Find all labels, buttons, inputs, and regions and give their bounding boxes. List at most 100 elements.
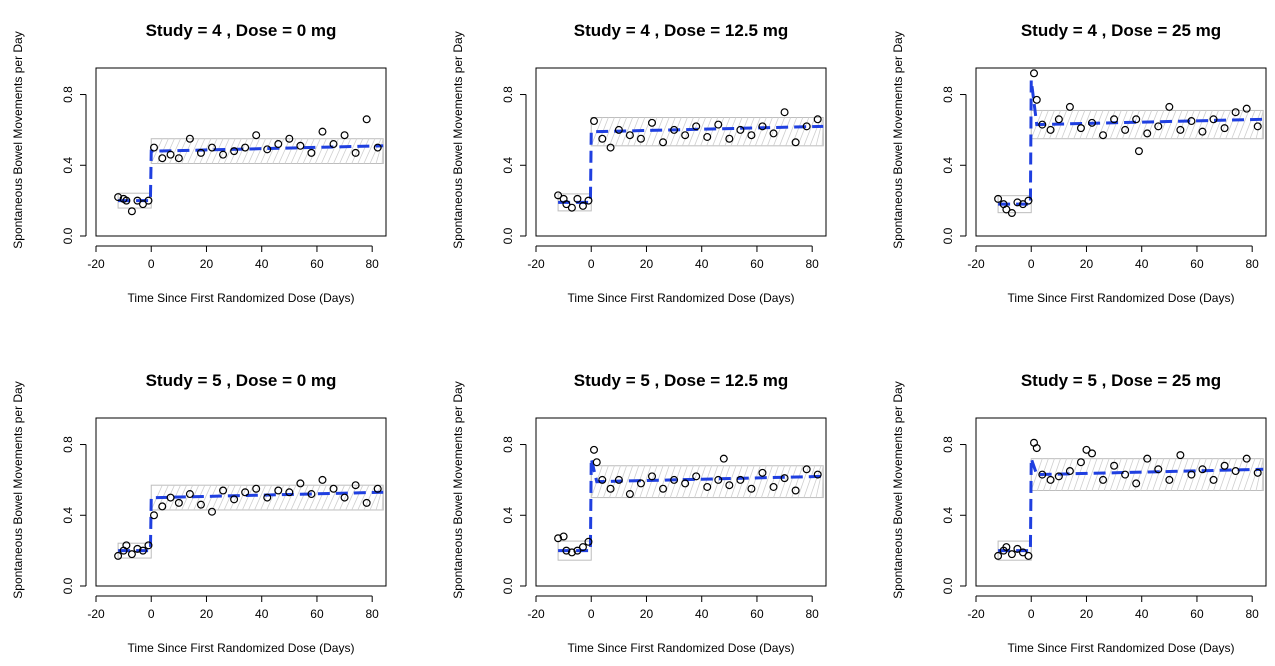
observed-point (166, 493, 175, 502)
y-tick-label: 0.4 (501, 507, 515, 524)
observed-point (1165, 475, 1174, 484)
band-hatch (284, 485, 297, 511)
band-hatch (314, 138, 327, 164)
x-tick-label: -20 (527, 607, 545, 621)
band-hatch (369, 138, 382, 164)
observed-point (606, 143, 615, 152)
observed-point (703, 482, 712, 491)
observed-point (1176, 125, 1185, 134)
observed-point (208, 143, 217, 152)
band-hatch (296, 485, 309, 511)
observed-point (285, 488, 294, 497)
band-hatch (1243, 110, 1256, 139)
model-mean-line (998, 80, 1264, 206)
observed-point (1154, 465, 1163, 474)
plot-box (975, 417, 1267, 587)
band-hatch (767, 117, 779, 146)
observed-point (174, 498, 183, 507)
band-hatch (760, 465, 773, 498)
band-hatch (242, 138, 254, 164)
band-hatch (760, 117, 773, 146)
observed-point (329, 140, 338, 149)
observed-point (584, 537, 593, 546)
band-hatch (1122, 458, 1134, 491)
band-hatch (381, 138, 384, 164)
band-hatch (815, 465, 824, 498)
observed-point (1007, 550, 1016, 559)
band-hatch (669, 465, 682, 498)
observed-point (1018, 548, 1027, 557)
band-hatch (1207, 458, 1219, 491)
model-mean-line (558, 458, 824, 553)
band-hatch (357, 138, 370, 164)
observed-point (1154, 122, 1163, 131)
band-hatch (767, 465, 779, 498)
observed-point (1013, 198, 1022, 207)
panel-title: Study = 5 , Dose = 25 mg (1021, 371, 1221, 390)
band-hatch (669, 117, 682, 146)
observed-point (122, 541, 131, 550)
band-hatch (797, 465, 810, 498)
y-axis-label: Spontaneous Bowel Movements per Day (891, 31, 905, 248)
band-hatch (272, 485, 285, 511)
y-axis-label: Spontaneous Bowel Movements per Day (891, 381, 905, 598)
observed-point (373, 143, 382, 152)
band-hatch (797, 117, 810, 146)
observed-point (647, 118, 656, 127)
plot-box (95, 67, 387, 237)
band-hatch (785, 465, 798, 498)
band-hatch (223, 138, 236, 164)
x-tick-label: 0 (1028, 607, 1035, 621)
band-hatch (1140, 110, 1153, 139)
y-tick-label: 0.0 (941, 227, 955, 244)
y-tick-label: 0.4 (941, 507, 955, 524)
observed-point (230, 495, 239, 504)
observed-point (659, 138, 668, 147)
panel-title: Study = 5 , Dose = 0 mg (146, 371, 337, 390)
observed-point (1242, 454, 1251, 463)
observed-point (1134, 147, 1143, 156)
y-tick-label: 0.8 (501, 436, 515, 453)
observed-point (1231, 108, 1240, 117)
band-hatch (748, 465, 761, 498)
observed-point (150, 511, 159, 520)
x-tick-label: 0 (588, 607, 595, 621)
x-tick-label: 0 (148, 607, 155, 621)
observed-point (362, 498, 371, 507)
band-hatch (217, 485, 230, 511)
band-hatch (1170, 458, 1183, 491)
observed-point (318, 127, 327, 136)
observed-point (166, 150, 175, 159)
observed-point (158, 154, 167, 163)
band-hatch (235, 138, 248, 164)
y-tick-label: 0.8 (501, 86, 515, 103)
band-hatch (187, 138, 200, 164)
band-hatch (1225, 110, 1238, 139)
panel-5: Study = 5 , Dose = 12.5 mg -20 0 20 40 60 80 Ti… (451, 371, 827, 655)
observed-point (747, 131, 756, 140)
observed-point (994, 194, 1003, 203)
observed-point (241, 488, 250, 497)
band-hatch (266, 138, 279, 164)
band-hatch (1158, 458, 1171, 491)
x-tick-label: 80 (366, 257, 380, 271)
observed-point (584, 196, 593, 205)
band-hatch (742, 117, 755, 146)
observed-point (567, 548, 576, 557)
observed-point (307, 148, 316, 157)
x-axis-label: Time Since First Randomized Dose (Days) (568, 641, 795, 655)
band-hatch (1097, 458, 1110, 491)
band-hatch (742, 465, 755, 498)
y-tick-label: 0.8 (61, 436, 75, 453)
band-hatch (351, 485, 364, 511)
band-hatch (260, 138, 273, 164)
x-tick-label: 80 (1246, 257, 1260, 271)
observed-point (562, 200, 571, 209)
band-hatch (290, 485, 303, 511)
plot-box (535, 67, 827, 237)
observed-point (127, 550, 136, 559)
x-tick-label: 20 (200, 257, 214, 271)
x-tick-label: 40 (255, 257, 269, 271)
band-hatch (621, 465, 634, 498)
x-tick-label: -20 (527, 257, 545, 271)
